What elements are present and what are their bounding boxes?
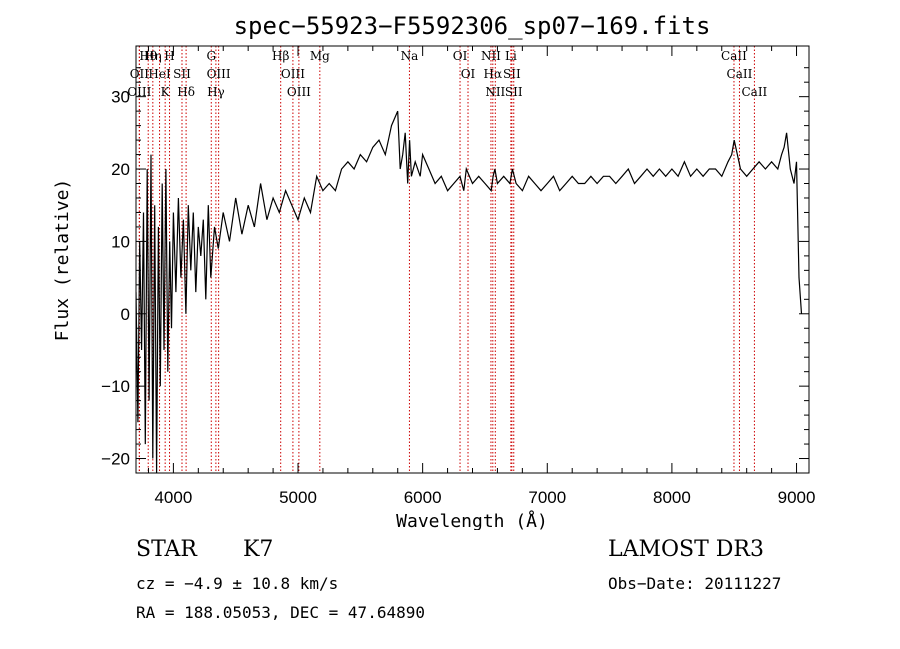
object-class: STAR [136, 537, 197, 562]
line-marker-label: OIII [287, 85, 311, 99]
line-marker-label: NII [481, 49, 501, 63]
observation-date: Obs−Date: 20111227 [608, 574, 782, 593]
redshift-readout: cz = −4.9 ± 10.8 km/s [136, 574, 339, 593]
line-marker-label: Hη [144, 49, 162, 63]
line-marker-label: OIII [127, 85, 151, 99]
line-marker-label: Hδ [177, 85, 195, 99]
survey-name: LAMOST DR3 [608, 537, 764, 562]
coordinates-readout: RA = 188.05053, DEC = 47.64890 [136, 603, 425, 622]
line-marker-label: CaII [741, 85, 767, 99]
y-tick-label: 0 [121, 305, 130, 324]
line-marker-label: Mg [310, 49, 330, 63]
y-axis: −20 −10 0 10 20 30 [101, 67, 809, 469]
line-marker-label: OI [461, 67, 476, 81]
x-axis: 4000 5000 6000 7000 8000 9000 [147, 46, 816, 507]
x-tick-label: 8000 [653, 488, 691, 507]
line-marker-label: Hβ [272, 49, 289, 63]
y-tick-label: 10 [111, 232, 130, 251]
spectrum-series [136, 110, 803, 473]
line-marker-label: SII [503, 67, 521, 81]
line-marker-label: SII [505, 85, 523, 99]
line-marker-label: Na [401, 49, 419, 63]
spectrum-chart: spec−55923−F5592306_sp07−169.fits HθOIIO… [52, 12, 816, 530]
line-marker-label: CaII [727, 67, 753, 81]
y-tick-label: 30 [111, 88, 130, 107]
spectral-line-markers: HθOIIOIIIHηHeIKHSIIHδGOIIIHγHβOIIIOIIIMg… [127, 46, 768, 473]
line-marker-label: H [164, 49, 174, 63]
line-marker-label: OIII [207, 67, 231, 81]
x-tick-label: 6000 [404, 488, 442, 507]
spectrum-line [136, 110, 803, 473]
chart-title: spec−55923−F5592306_sp07−169.fits [234, 12, 711, 40]
line-marker-label: CaII [721, 49, 747, 63]
line-marker-label: K [161, 85, 171, 99]
object-subclass: K7 [243, 537, 274, 562]
line-marker-label: SII [173, 67, 191, 81]
line-marker-label: Hθ [139, 49, 157, 63]
y-tick-label: −10 [101, 377, 130, 396]
y-tick-label: −20 [101, 450, 130, 469]
line-marker-label: Hα [484, 67, 503, 81]
line-marker-label: HeI [148, 67, 171, 81]
x-tick-label: 7000 [528, 488, 566, 507]
y-axis-label: Flux (relative) [52, 179, 73, 342]
line-marker-label: NII [485, 85, 505, 99]
plot-frame [135, 45, 810, 474]
line-marker-label: Li [505, 49, 517, 63]
line-marker-label: Hγ [207, 85, 225, 99]
line-marker-label: OIII [281, 67, 305, 81]
x-axis-label: Wavelength (Å) [396, 510, 548, 530]
x-tick-label: 9000 [778, 488, 816, 507]
line-marker-label: G [206, 49, 216, 63]
x-tick-label: 4000 [154, 488, 192, 507]
y-tick-label: 20 [111, 160, 130, 179]
x-tick-label: 5000 [279, 488, 317, 507]
line-marker-label: OI [453, 49, 468, 63]
